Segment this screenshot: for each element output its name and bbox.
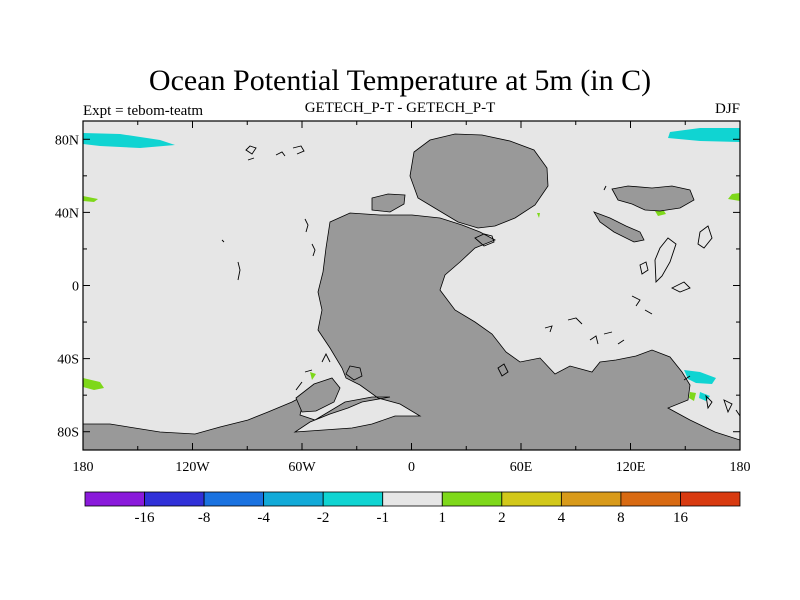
lon-tick-label: 180 [730, 460, 751, 475]
colorbar-label: 4 [557, 510, 566, 526]
colorbar-swatch [322, 491, 384, 507]
colorbar-label: -4 [257, 510, 270, 526]
colorbar-swatch [382, 491, 443, 507]
lat-tick-label: 40S [57, 353, 79, 368]
colorbar-swatch [441, 491, 503, 507]
colorbar-swatch [501, 491, 562, 507]
colorbar-swatch [203, 491, 265, 507]
longitude-ticks: 180 120W 60W 0 60E 120E 180 [73, 121, 751, 475]
colorbar-label: -8 [197, 510, 211, 526]
map-title: Ocean Potential Temperature at 5m (in C) [148, 64, 652, 97]
colorbar-label: 16 [672, 510, 688, 526]
lon-tick-label: 60W [288, 460, 316, 475]
lat-tick-label: 80N [55, 133, 79, 148]
land-north-island [371, 193, 406, 213]
lon-tick-label: 120E [616, 460, 646, 475]
lon-tick-label: 60E [510, 460, 533, 475]
lat-tick-label: 80S [57, 426, 79, 441]
colorbar-swatch [680, 491, 741, 507]
colorbar-swatch [263, 491, 324, 507]
land-south-tip-island [295, 377, 341, 413]
colorbar-label: 1 [438, 510, 447, 526]
anomaly-patch-australia [684, 370, 716, 384]
land-east-small [345, 365, 363, 381]
land-masses [82, 133, 741, 451]
colorbar-label: -1 [376, 510, 389, 526]
latitude-ticks: 80N 40N 0 40S 80S [55, 133, 740, 441]
colorbar-label: 8 [617, 510, 625, 526]
colorbar-swatch [144, 491, 205, 507]
lat-tick-label: 0 [72, 280, 79, 295]
anomaly-patch-west-40n [83, 196, 98, 202]
subtitle: GETECH_P-T - GETECH_P-T [304, 100, 496, 116]
colorbar [84, 491, 741, 507]
land-north-america-block [409, 133, 549, 229]
colorbar-swatch [84, 491, 145, 507]
anomaly-patch-arctic-east [668, 128, 740, 142]
land-east-island [593, 211, 645, 243]
anomaly-patch-australia-green [689, 392, 696, 401]
lon-tick-label: 120W [175, 460, 210, 475]
anomaly-patch-sa [310, 372, 316, 380]
colorbar-label: -16 [134, 510, 155, 526]
anomaly-patch-asia [537, 213, 540, 218]
anomaly-patch-west-40s [83, 378, 104, 390]
anomaly-patch-arctic-west [83, 133, 175, 148]
anomaly-patch-east-40n [728, 193, 740, 201]
colorbar-swatch [620, 491, 681, 507]
colorbar-label: -2 [316, 510, 330, 526]
colorbar-label: 2 [498, 510, 506, 526]
experiment-label: Expt = tebom-teatm [83, 103, 204, 119]
anomaly-patch-australia-s [699, 392, 710, 401]
land-asia-east [611, 185, 695, 212]
lon-tick-label: 180 [73, 460, 94, 475]
island-outlines [221, 145, 741, 417]
lon-tick-label: 0 [408, 460, 415, 475]
season-label: DJF [714, 101, 740, 117]
colorbar-swatch [560, 491, 622, 507]
lat-tick-label: 40N [55, 206, 79, 221]
